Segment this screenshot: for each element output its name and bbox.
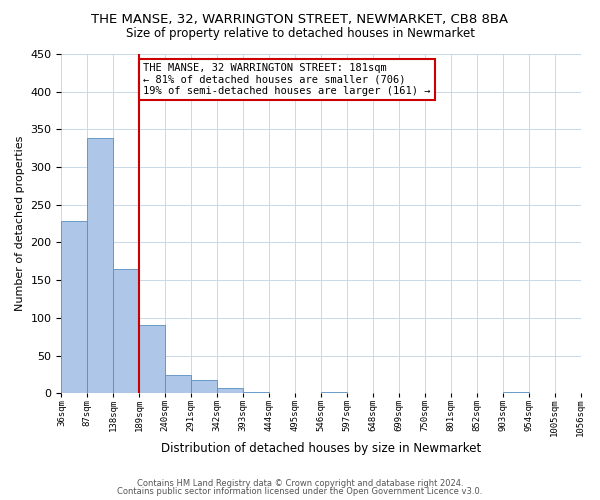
Bar [61, 222, 88, 394]
Bar [321, 392, 347, 394]
Bar [139, 326, 165, 394]
Bar [165, 375, 191, 394]
Text: Contains public sector information licensed under the Open Government Licence v3: Contains public sector information licen… [118, 487, 482, 496]
Y-axis label: Number of detached properties: Number of detached properties [15, 136, 25, 312]
Text: Contains HM Land Registry data © Crown copyright and database right 2024.: Contains HM Land Registry data © Crown c… [137, 478, 463, 488]
Bar [217, 388, 243, 394]
Bar [88, 138, 113, 394]
Bar [243, 392, 269, 394]
Text: Size of property relative to detached houses in Newmarket: Size of property relative to detached ho… [125, 28, 475, 40]
Bar [113, 269, 139, 394]
Text: THE MANSE, 32, WARRINGTON STREET, NEWMARKET, CB8 8BA: THE MANSE, 32, WARRINGTON STREET, NEWMAR… [91, 12, 509, 26]
Bar [503, 392, 529, 394]
X-axis label: Distribution of detached houses by size in Newmarket: Distribution of detached houses by size … [161, 442, 481, 455]
Text: THE MANSE, 32 WARRINGTON STREET: 181sqm
← 81% of detached houses are smaller (70: THE MANSE, 32 WARRINGTON STREET: 181sqm … [143, 63, 431, 96]
Bar [191, 380, 217, 394]
